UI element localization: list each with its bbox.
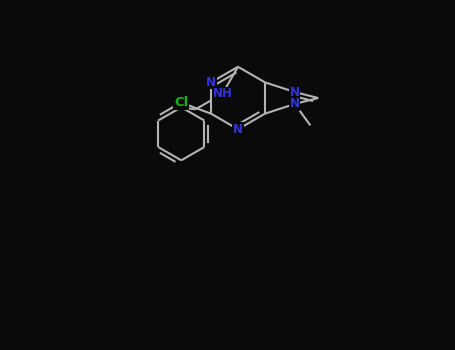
Text: N: N [233,123,243,136]
Text: N: N [290,85,300,99]
Text: N: N [206,76,216,89]
Text: N: N [206,76,216,89]
Text: N: N [290,97,300,111]
Text: Cl: Cl [174,96,188,109]
Text: N: N [290,85,300,99]
Text: Cl: Cl [174,96,188,109]
Text: NH: NH [212,87,233,100]
Text: NH: NH [212,87,233,100]
Text: N: N [290,97,300,111]
Text: N: N [233,123,243,136]
